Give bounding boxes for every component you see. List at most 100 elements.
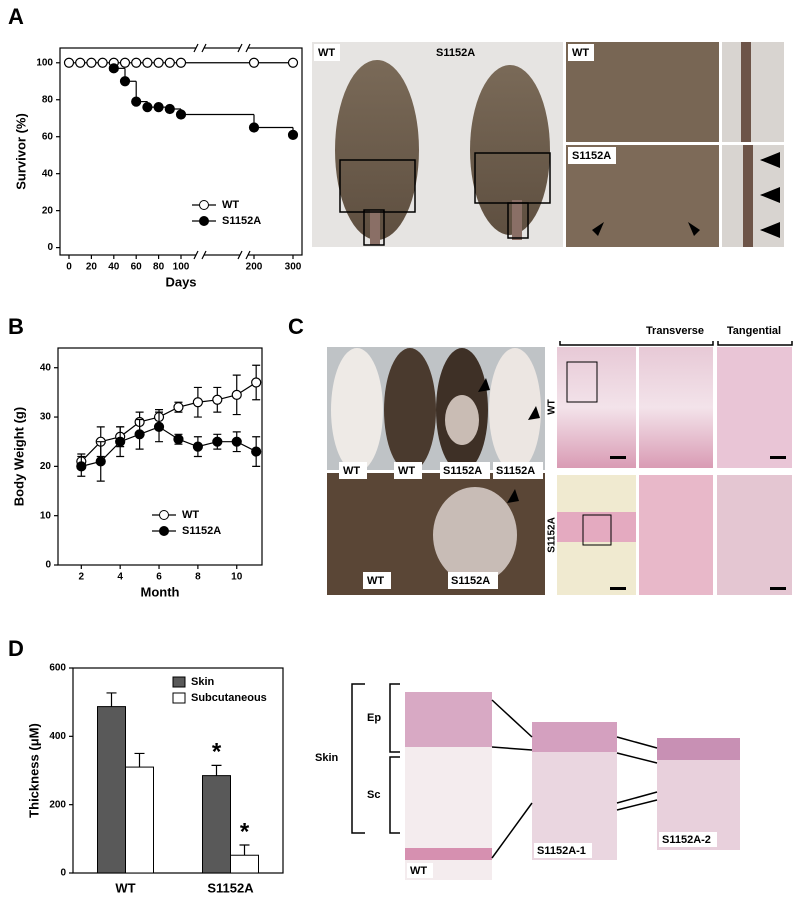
error-bar [106, 692, 117, 707]
data-point [192, 397, 203, 408]
label-box [314, 44, 340, 61]
photo-label: WT [572, 47, 589, 59]
data-point [153, 57, 164, 68]
row-label: S1152A [547, 517, 558, 553]
x-axis-label: Month [141, 584, 180, 599]
legend-label: Skin [191, 676, 215, 688]
photo-label: S1152A [496, 465, 535, 477]
y-axis-label: Thickness (μM) [26, 723, 41, 818]
data-point [86, 57, 97, 68]
axis-break-gap [240, 251, 248, 259]
x-axis-label: Days [165, 274, 196, 289]
data-point [63, 57, 75, 68]
x-tick-label: 2 [79, 572, 85, 583]
label-box [568, 147, 616, 164]
x-tick-label: 4 [117, 572, 123, 583]
data-point [142, 102, 153, 113]
photo-label: S1152A-1 [537, 845, 586, 857]
y-tick-label: 0 [60, 868, 66, 879]
data-point [287, 129, 299, 140]
series-line [81, 426, 257, 467]
bar [125, 766, 154, 874]
tissue-label: Skin [315, 752, 339, 764]
error-bar [239, 844, 250, 856]
panel-letter: A [8, 4, 24, 29]
data-point [164, 57, 175, 68]
x-tick-label: 100 [173, 262, 190, 273]
significance-mark: * [240, 818, 250, 845]
data-point [76, 461, 87, 472]
legend-marker [199, 216, 209, 226]
x-tick-label: 10 [231, 572, 243, 583]
data-point [119, 76, 131, 87]
x-tick-label: 6 [156, 572, 162, 583]
legend-marker [199, 200, 209, 210]
bar [202, 775, 231, 874]
bar [97, 706, 126, 874]
data-point [231, 436, 242, 447]
plot-frame [57, 347, 263, 566]
column-header: Tangential [727, 325, 781, 337]
x-tick-label: 60 [131, 262, 143, 273]
data-point [251, 377, 262, 388]
data-point [248, 122, 260, 133]
photo-label: S1152A-2 [662, 834, 711, 846]
panel-letter: B [8, 314, 24, 339]
data-point [212, 436, 223, 447]
plot-frame [72, 667, 284, 874]
data-point [131, 96, 142, 107]
legend-label: S1152A [222, 215, 261, 227]
y-tick-label: 20 [42, 205, 54, 216]
row-label: WT [547, 399, 558, 415]
photo-mice [312, 42, 784, 247]
plot-frame [59, 47, 303, 256]
error-bar [134, 752, 145, 768]
x-tick-label: 200 [246, 262, 263, 273]
data-point [173, 402, 184, 413]
axis-break [193, 250, 207, 260]
y-tick-label: 30 [40, 412, 52, 423]
photo-label: WT [367, 575, 384, 587]
x-tick-label: 0 [66, 262, 72, 273]
photo-label: WT [410, 865, 427, 877]
panel-letter: D [8, 636, 24, 661]
data-point [115, 436, 126, 447]
axis-break-gap [196, 251, 204, 259]
data-point [164, 103, 175, 115]
legend-label: WT [182, 509, 199, 521]
data-point [142, 57, 153, 68]
axis-break-gap [196, 44, 204, 52]
legend-swatch [172, 676, 186, 688]
photo-label: WT [318, 47, 335, 59]
x-tick-label: 300 [285, 262, 302, 273]
y-tick-label: 80 [42, 94, 54, 105]
data-point [175, 57, 187, 68]
data-point [287, 57, 299, 68]
photo-label-boxes [339, 462, 543, 589]
axis-break-gap [240, 44, 248, 52]
photo-label: S1152A [451, 575, 490, 587]
data-point [131, 57, 142, 68]
photo-label: WT [398, 465, 415, 477]
legend-label: S1152A [182, 525, 221, 537]
bar [230, 854, 259, 874]
data-point [95, 456, 106, 467]
photo-label: S1152A [572, 150, 611, 162]
axis-break [193, 43, 207, 53]
x-tick-label: 8 [195, 572, 201, 583]
y-tick-label: 10 [40, 510, 52, 521]
y-tick-label: 600 [49, 663, 66, 674]
label-box [568, 44, 594, 61]
legend-label: WT [222, 199, 239, 211]
data-point [153, 421, 165, 433]
x-tick-label: 20 [86, 262, 98, 273]
significance-mark: * [212, 739, 222, 766]
data-point [153, 102, 164, 113]
x-tick-label: 80 [153, 262, 165, 273]
data-point [173, 434, 184, 445]
y-tick-label: 60 [42, 131, 54, 142]
axis-break [237, 43, 251, 53]
histology-tiles [557, 341, 793, 595]
